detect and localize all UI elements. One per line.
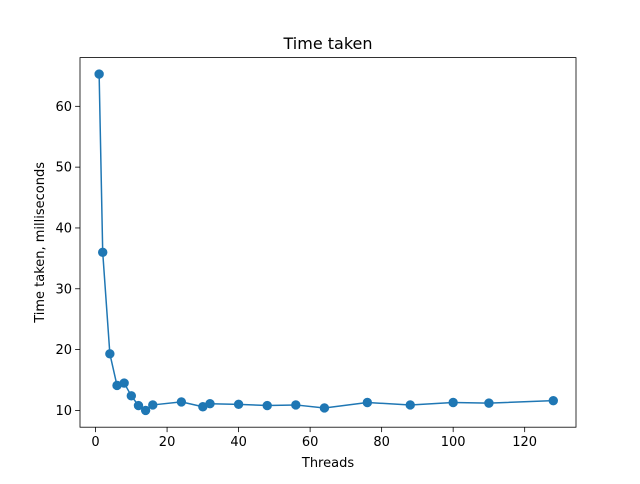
x-tick-label: 80 [373, 435, 390, 450]
y-tick-label: 50 [55, 161, 72, 176]
data-point [233, 399, 244, 410]
data-point [291, 400, 301, 410]
y-tick-label: 40 [55, 221, 72, 236]
data-point [133, 400, 144, 411]
x-tick-label: 100 [441, 435, 466, 450]
y-tick-label: 30 [55, 282, 72, 297]
data-point [448, 397, 458, 408]
data-point [140, 405, 151, 416]
data-point [105, 349, 115, 359]
ticks-layer: 0 20 40 60 80 100 120 10 20 30 40 50 60 [55, 100, 537, 450]
data-point [148, 400, 158, 410]
data-point [176, 397, 187, 407]
data-point [98, 247, 108, 257]
plot-area [80, 57, 576, 428]
data-point [119, 378, 129, 388]
data-point [262, 400, 272, 411]
x-tick-label: 0 [91, 435, 99, 450]
y-axis-label: Time taken, milliseconds [33, 162, 48, 324]
x-tick-label: 40 [230, 435, 247, 450]
data-point [205, 399, 215, 409]
y-tick-label: 20 [55, 343, 72, 358]
series-layer [94, 69, 558, 416]
y-tick-label: 60 [55, 100, 72, 115]
x-tick-label: 120 [512, 435, 537, 450]
x-tick-label: 20 [159, 435, 176, 450]
data-point [126, 391, 137, 401]
x-axis-label: Threads [301, 456, 354, 471]
data-point [405, 400, 415, 410]
y-tick-label: 10 [55, 404, 72, 419]
data-point [319, 403, 330, 413]
data-point [362, 397, 373, 408]
chart-title: Time taken [283, 34, 373, 53]
data-point [94, 69, 104, 79]
plot-frame [79, 57, 577, 428]
data-point [484, 398, 494, 408]
x-tick-label: 60 [302, 435, 319, 450]
data-point [548, 395, 558, 406]
